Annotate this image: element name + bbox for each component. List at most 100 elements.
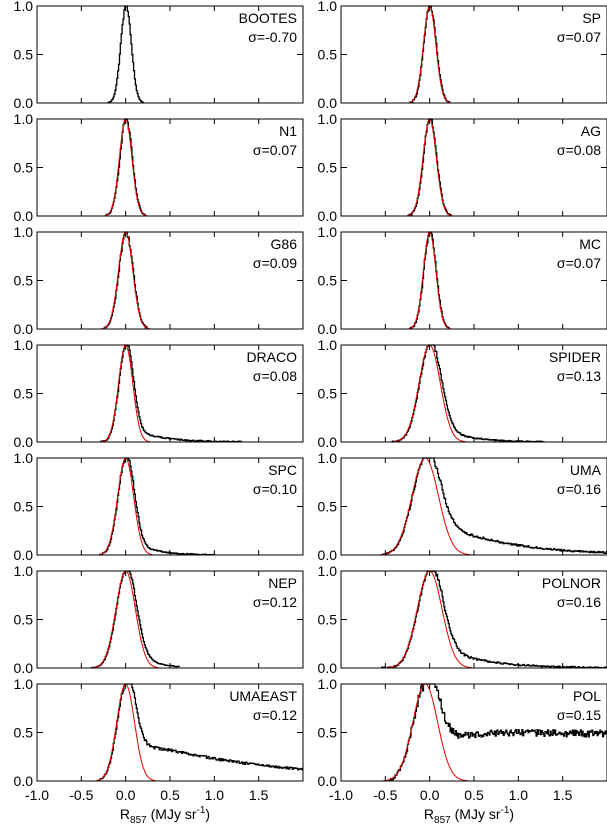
y-tick-label: 0.0 (318, 547, 338, 563)
x-tick-label: -1.0 (329, 787, 353, 803)
x-tick-label: 0.5 (464, 787, 484, 803)
field-name-label: UMAEAST (229, 688, 297, 704)
y-tick-label: 0.0 (14, 321, 34, 337)
histogram-series (409, 231, 451, 329)
field-name-label: DRACO (246, 349, 297, 365)
panel-frame (340, 5, 607, 104)
y-tick-label: 0.5 (14, 499, 34, 515)
gaussian-fit-curve (101, 231, 150, 329)
y-tick-label: 1.0 (14, 0, 34, 14)
sigma-label: σ=0.08 (557, 142, 601, 158)
panel-frame (36, 457, 304, 556)
y-tick-label: 0.0 (14, 773, 34, 789)
gaussian-fit-curve (92, 570, 159, 668)
panel-spider: 0.0 0.5 1.0 SPIDER σ=0.13 (318, 337, 607, 450)
y-tick-label: 1.0 (14, 563, 34, 579)
sigma-label: σ=0.15 (557, 707, 601, 723)
field-name-label: BOOTES (239, 10, 297, 26)
panel-spc: 0.0 0.5 1.0 SPC σ=0.10 (14, 450, 304, 563)
sigma-label: σ=0.13 (557, 368, 601, 384)
panel-frame (36, 231, 304, 330)
y-tick-label: 0.0 (14, 95, 34, 111)
y-tick-label: 1.0 (318, 224, 338, 240)
sigma-label: σ=0.16 (557, 594, 601, 610)
panel-frame (340, 231, 607, 330)
y-tick-label: 1.0 (318, 563, 338, 579)
panel-frame (340, 118, 607, 217)
panel-umaeast: 0.0 0.5 1.0 UMAEAST σ=0.12 -1.0 -0.5 0.0 0.5 1.0 1… (14, 676, 304, 825)
field-name-label: SPC (268, 462, 297, 478)
y-tick-label: 0.5 (318, 47, 338, 63)
y-tick-label: 0.5 (318, 273, 338, 289)
panel-frame (36, 118, 304, 217)
y-tick-label: 0.0 (318, 208, 338, 224)
histogram-series (90, 570, 180, 668)
y-tick-label: 0.5 (318, 612, 338, 628)
field-name-label: SP (582, 10, 601, 26)
y-tick-label: 1.0 (14, 337, 34, 353)
panel-sp: 0.0 0.5 1.0 SP σ=0.07 (318, 0, 607, 111)
gaussian-fit-curve (406, 118, 453, 216)
panel-frame (340, 457, 607, 556)
y-tick-label: 0.0 (318, 660, 338, 676)
sigma-label: σ=0.12 (253, 707, 297, 723)
x-tick-label: -1.0 (25, 787, 49, 803)
y-tick-label: 0.5 (14, 160, 34, 176)
gaussian-fit-curve (408, 5, 451, 103)
x-tick-label: 0.0 (420, 787, 440, 803)
sigma-label: σ=0.08 (253, 368, 297, 384)
field-name-label: MC (579, 236, 601, 252)
y-tick-label: 1.0 (318, 111, 338, 127)
y-tick-label: 0.5 (318, 386, 338, 402)
panel-n1: 0.0 0.5 1.0 N1 σ=0.07 (14, 111, 304, 224)
histogram-series (107, 5, 145, 103)
y-tick-label: 0.5 (14, 273, 34, 289)
y-tick-label: 0.0 (14, 547, 34, 563)
y-tick-label: 0.5 (14, 725, 34, 741)
gaussian-fit-curve (383, 683, 468, 781)
x-axis-label: R857 (MJy sr-1) (120, 805, 210, 825)
x-tick-label: 0.0 (116, 787, 136, 803)
sigma-label: σ=0.10 (253, 481, 297, 497)
field-name-label: G86 (271, 236, 298, 252)
histogram-series (105, 118, 147, 216)
y-tick-label: 0.5 (318, 499, 338, 515)
y-tick-label: 0.5 (14, 47, 34, 63)
x-tick-label: 1.0 (509, 787, 529, 803)
sigma-label: σ=0.12 (253, 594, 297, 610)
panel-mc: 0.0 0.5 1.0 MC σ=0.07 (318, 224, 607, 337)
panel-uma: 0.0 0.5 1.0 UMA σ=0.16 (318, 450, 607, 563)
x-tick-label: 0.5 (160, 787, 180, 803)
sigma-label: σ=0.07 (557, 255, 601, 271)
y-tick-label: 0.0 (318, 95, 338, 111)
gaussian-fit-curve (95, 683, 156, 781)
field-name-label: NEP (268, 575, 297, 591)
y-tick-label: 0.5 (318, 725, 338, 741)
y-tick-label: 0.0 (14, 208, 34, 224)
y-tick-label: 0.0 (318, 773, 338, 789)
y-tick-label: 0.0 (318, 321, 338, 337)
panel-nep: 0.0 0.5 1.0 NEP σ=0.12 (14, 563, 304, 676)
panel-pol: 0.0 0.5 1.0 POL σ=0.15 -1.0 -0.5 0.0 0.5 1.0 1.5 R8… (318, 676, 607, 825)
y-tick-label: 0.0 (318, 434, 338, 450)
x-tick-label: 1.5 (553, 787, 573, 803)
gaussian-fit-curve (387, 570, 472, 668)
y-tick-label: 1.0 (318, 676, 338, 692)
field-name-label: POL (573, 688, 601, 704)
panel-draco: 0.0 0.5 1.0 DRACO σ=0.08 (14, 337, 304, 450)
y-tick-label: 1.0 (14, 111, 34, 127)
gaussian-fit-curve (380, 457, 471, 555)
x-tick-label: -0.5 (69, 787, 93, 803)
panel-g86: 0.0 0.5 1.0 G86 σ=0.09 (14, 224, 304, 337)
sigma-label: σ=-0.70 (248, 29, 297, 45)
gaussian-fit-curve (104, 118, 147, 216)
x-axis-label: R857 (MJy sr-1) (424, 805, 514, 825)
y-tick-label: 0.0 (14, 660, 34, 676)
panel-frame (36, 570, 304, 669)
field-name-label: POLNOR (542, 575, 601, 591)
y-tick-label: 1.0 (318, 337, 338, 353)
y-tick-label: 1.0 (318, 0, 338, 14)
panel-ag: 0.0 0.5 1.0 AG σ=0.08 (318, 111, 607, 224)
histogram-series (409, 5, 451, 103)
